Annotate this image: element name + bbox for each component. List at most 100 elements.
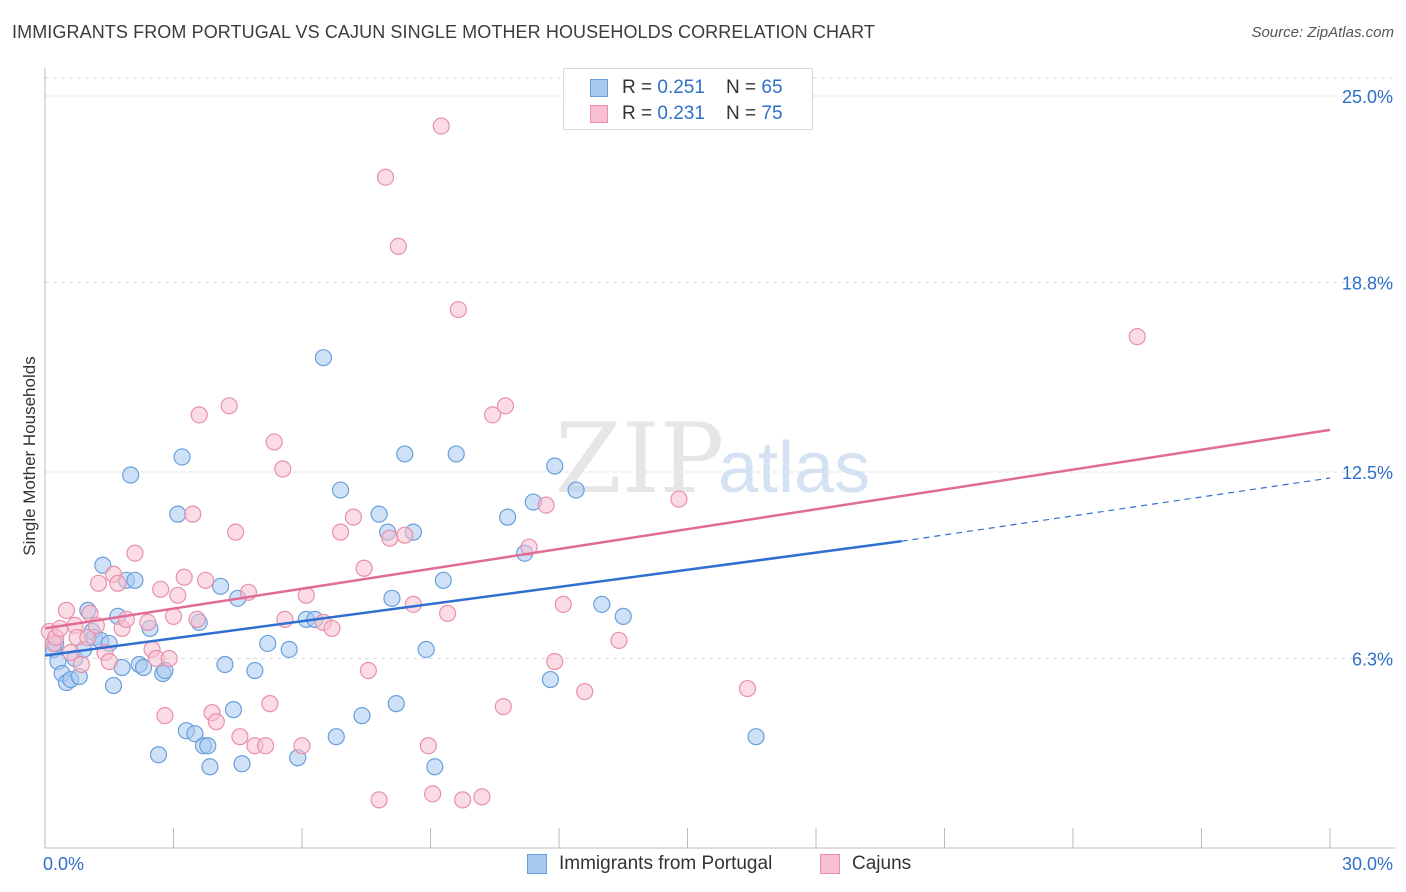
- cajun-point: [546, 652, 564, 671]
- n-value: 65: [761, 77, 783, 98]
- cajun-point: [89, 574, 108, 592]
- portugal-legend-swatch: [527, 854, 547, 874]
- cajuns-legend-label: Cajuns: [852, 853, 912, 874]
- cajun-point: [72, 655, 91, 674]
- cajun-point: [496, 397, 515, 415]
- cajun-point: [190, 406, 208, 424]
- portugal-point: [353, 707, 371, 725]
- r-label: R =: [622, 77, 658, 98]
- cajun-point: [265, 433, 283, 451]
- y-tick-label: 25.0%: [1342, 87, 1393, 107]
- portugal-point: [327, 728, 345, 746]
- cajun-point: [396, 526, 414, 544]
- portugal-point: [541, 670, 560, 689]
- cajun-point: [738, 679, 757, 698]
- portugal-point: [314, 349, 333, 367]
- cajun-point: [231, 728, 249, 746]
- portugal-point: [216, 655, 234, 674]
- portugal-point: [134, 658, 153, 677]
- portugal-point: [233, 755, 251, 773]
- chart-title: IMMIGRANTS FROM PORTUGAL VS CAJUN SINGLE…: [12, 22, 876, 42]
- x-tick-label: 30.0%: [1342, 854, 1393, 874]
- cajun-point: [184, 505, 202, 523]
- cajun-point: [376, 168, 395, 186]
- r-label: R =: [622, 103, 658, 124]
- cajun-point: [331, 523, 350, 541]
- cajun-point: [152, 580, 170, 598]
- cajun-trend-line: [44, 428, 1331, 630]
- y-tick-label: 18.8%: [1342, 273, 1393, 293]
- portugal-point: [426, 758, 444, 776]
- watermark-zip: ZIP: [555, 403, 724, 515]
- cajun-point: [207, 713, 225, 731]
- cajun-point: [79, 628, 97, 647]
- cajun-point: [370, 791, 388, 809]
- portugal-point: [149, 746, 168, 764]
- cajun-point: [197, 571, 215, 589]
- cajun-point: [139, 613, 157, 632]
- portugal-point: [201, 758, 219, 776]
- portugal-point: [331, 481, 350, 499]
- portugal-point: [747, 728, 765, 746]
- cajun-point: [424, 785, 442, 803]
- cajun-point: [449, 300, 467, 319]
- cajun-point: [1128, 328, 1146, 346]
- cajun-point: [164, 607, 183, 625]
- x-tick-label: 0.0%: [43, 854, 84, 874]
- cajun-point: [520, 538, 538, 556]
- portugal-point: [567, 481, 585, 499]
- cajun-point: [381, 529, 399, 547]
- cajun-point: [227, 523, 245, 541]
- portugal-point: [593, 595, 611, 613]
- portugal-point: [417, 640, 435, 659]
- cajun-point: [359, 661, 377, 680]
- cajun-point: [175, 568, 193, 586]
- cajun-point: [419, 737, 437, 755]
- portugal-point: [434, 571, 452, 589]
- cajun-point: [610, 631, 628, 650]
- portugal-point: [186, 725, 204, 743]
- cajun-point: [494, 698, 512, 716]
- cajun-point: [261, 695, 279, 713]
- cajun-point: [344, 508, 362, 526]
- cajun-point: [323, 619, 341, 638]
- portugal-point: [246, 661, 264, 680]
- cajun-point: [537, 496, 555, 514]
- cajun-point: [670, 490, 688, 508]
- portugal-point: [173, 448, 191, 466]
- cajuns-swatch: [590, 105, 608, 123]
- portugal-point: [396, 445, 414, 463]
- r-value: 0.231: [657, 103, 705, 124]
- portugal-point: [614, 607, 632, 625]
- portugal-point: [212, 577, 230, 595]
- cajun-point: [454, 791, 472, 809]
- cajun-point: [274, 460, 292, 478]
- cajun-point: [293, 737, 311, 755]
- cajuns-legend-swatch: [820, 854, 840, 874]
- cajun-point: [256, 737, 275, 755]
- watermark-atlas: atlas: [718, 428, 870, 508]
- cajun-point: [109, 574, 127, 592]
- source-label: Source: ZipAtlas.com: [1251, 24, 1394, 41]
- portugal-point: [280, 640, 298, 659]
- cajun-point: [389, 237, 407, 255]
- portugal-point: [387, 695, 405, 713]
- cajun-point: [355, 559, 373, 577]
- portugal-trend-extension: [901, 477, 1331, 542]
- cajun-point: [126, 544, 144, 562]
- portugal-point: [383, 589, 401, 607]
- cajun-point: [473, 788, 491, 806]
- portugal-trend-line: [44, 539, 902, 657]
- portugal-point: [259, 634, 277, 653]
- portugal-point: [224, 701, 243, 719]
- portugal-point: [447, 445, 465, 463]
- cajun-point: [576, 682, 594, 701]
- portugal-point: [199, 737, 217, 755]
- portugal-point: [122, 466, 140, 484]
- portugal-point: [499, 508, 517, 526]
- portugal-point: [104, 676, 123, 695]
- portugal-point: [126, 571, 144, 589]
- n-label: N =: [726, 103, 762, 124]
- cajun-point: [439, 604, 457, 622]
